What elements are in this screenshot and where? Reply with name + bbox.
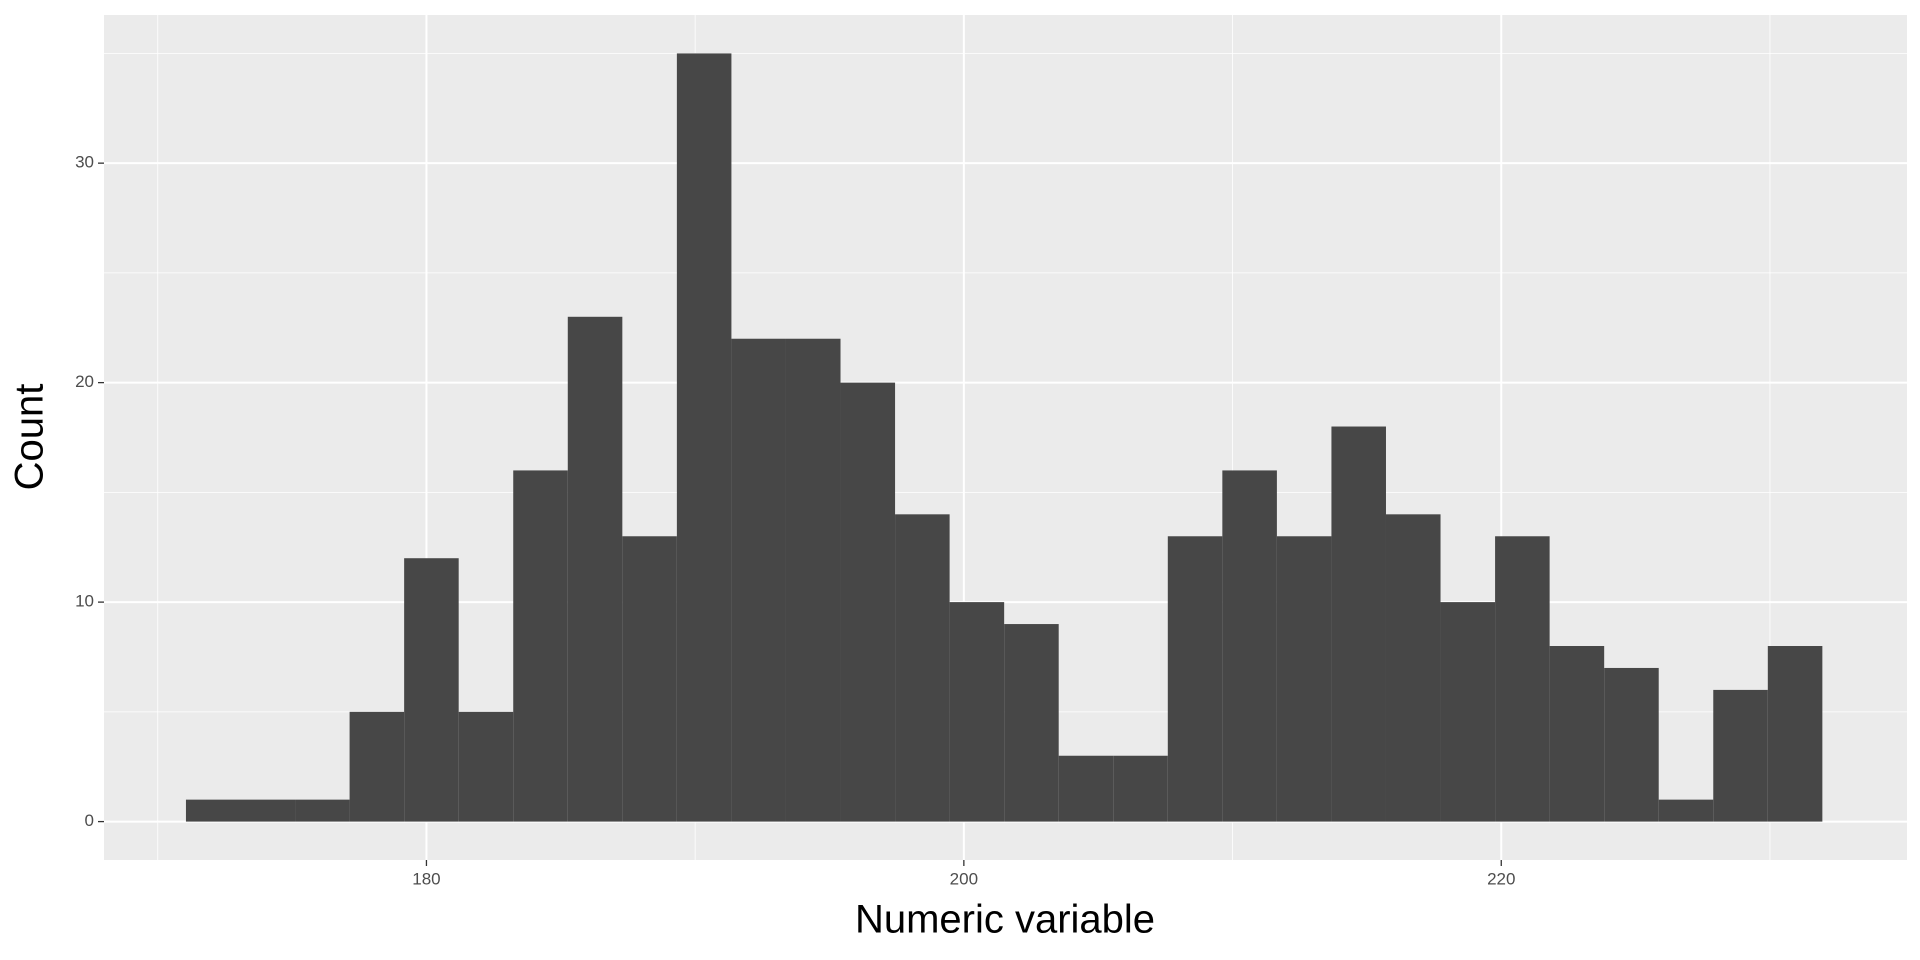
bar <box>622 536 677 822</box>
y-axis-title: Count <box>8 384 52 491</box>
y-tick-label: 30 <box>75 153 94 172</box>
bar <box>895 514 950 822</box>
bar <box>1222 470 1277 822</box>
x-tick-label: 220 <box>1487 869 1515 888</box>
bar <box>567 316 623 822</box>
bar <box>1167 536 1223 822</box>
bar <box>1658 799 1714 822</box>
bar <box>1385 514 1441 822</box>
bar <box>1331 426 1386 822</box>
bar <box>1058 755 1114 822</box>
bar <box>1713 689 1768 822</box>
bar <box>349 711 405 822</box>
x-axis-title: Numeric variable <box>855 898 1155 942</box>
x-tick-label: 180 <box>412 869 440 888</box>
bar <box>949 602 1005 822</box>
bar <box>295 799 350 822</box>
bar <box>1004 624 1059 822</box>
bar <box>1276 536 1332 822</box>
y-tick-label: 20 <box>75 372 94 391</box>
bar <box>240 799 296 822</box>
bar <box>513 470 568 822</box>
bar <box>840 382 896 822</box>
bar <box>404 558 459 822</box>
bar <box>1604 667 1659 822</box>
x-tick-label: 200 <box>950 869 978 888</box>
bar <box>1113 755 1168 822</box>
bar <box>1440 602 1496 822</box>
bar <box>185 799 241 822</box>
y-tick-label: 0 <box>85 811 94 830</box>
bar <box>458 711 514 822</box>
bar <box>785 338 841 822</box>
bar <box>676 53 732 822</box>
y-tick-label: 10 <box>75 592 94 611</box>
bar <box>1495 536 1550 822</box>
bar <box>1767 646 1823 822</box>
bar <box>731 338 786 822</box>
bar <box>1549 646 1605 822</box>
